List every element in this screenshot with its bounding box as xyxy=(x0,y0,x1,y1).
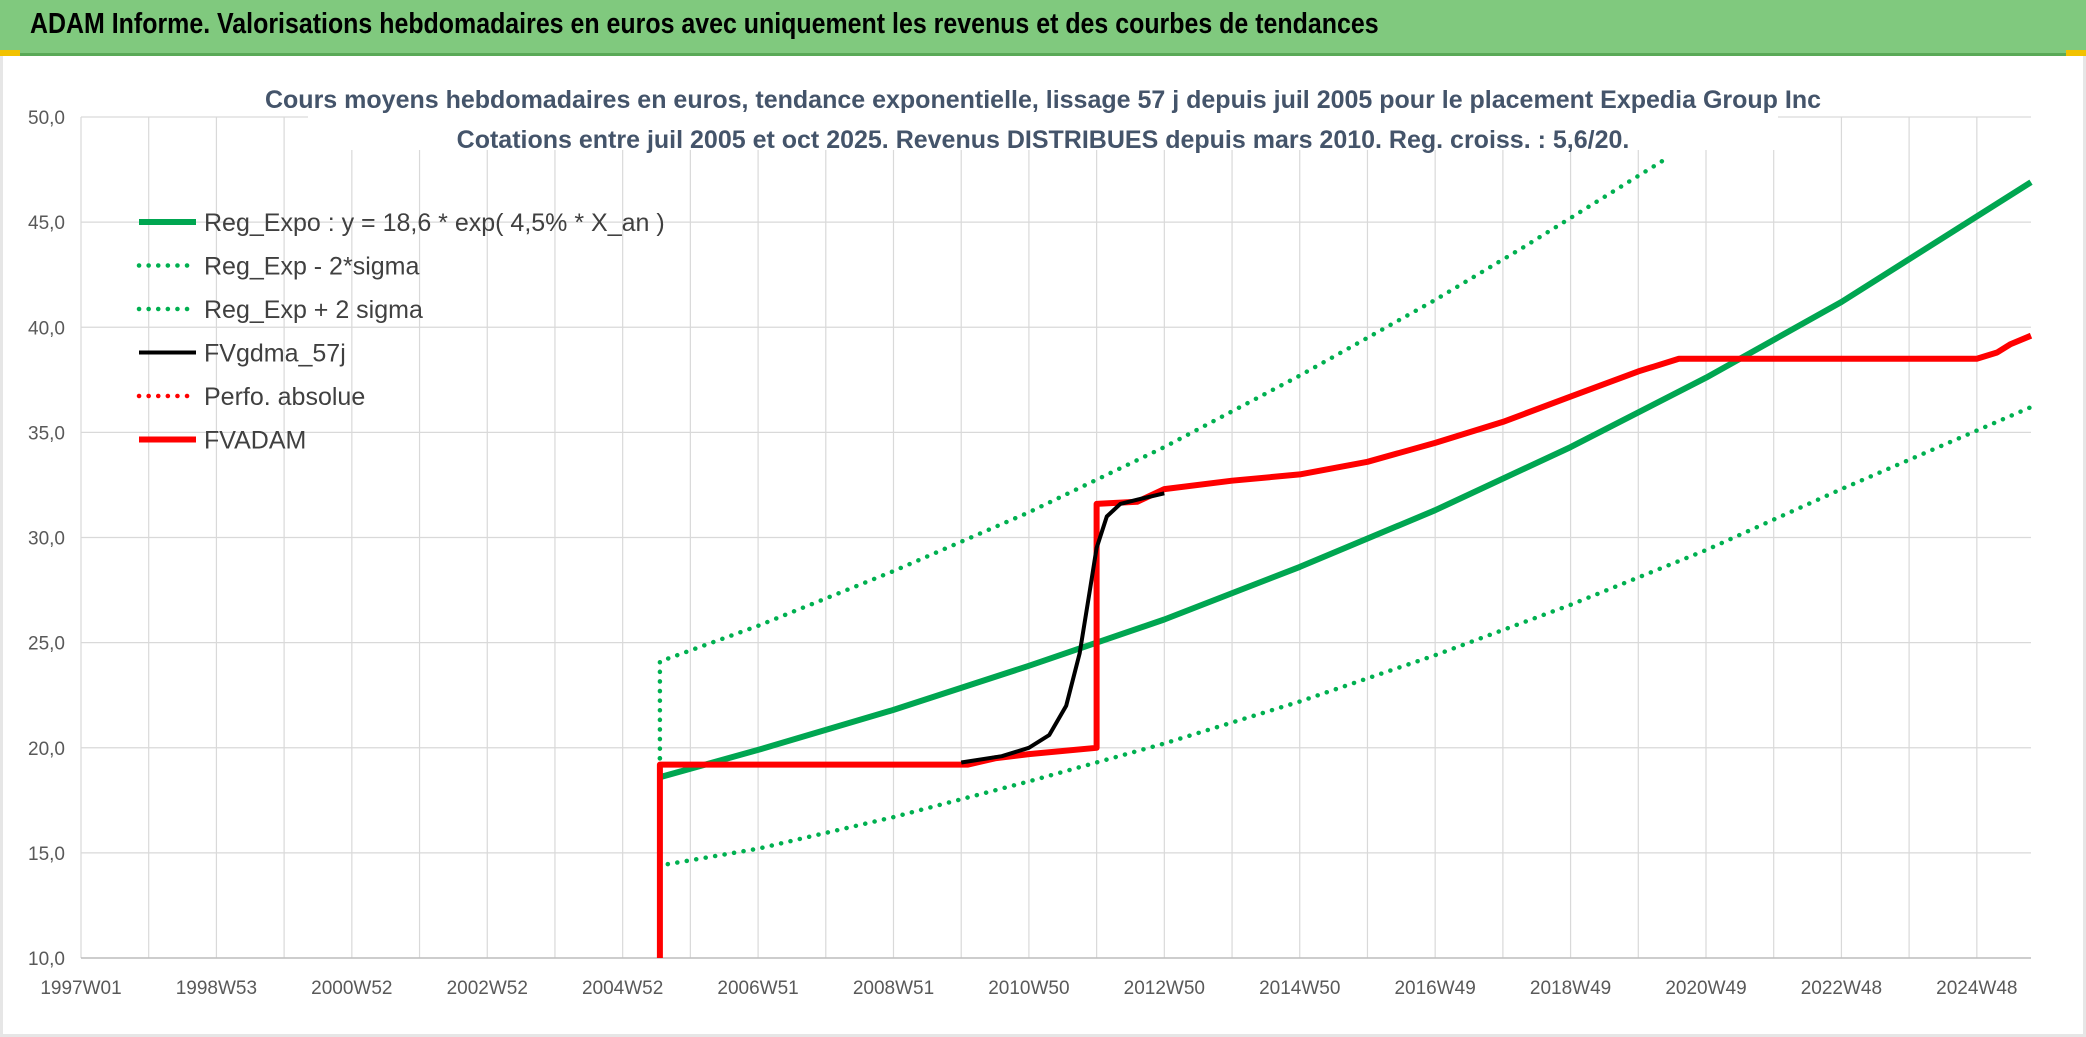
y-tick-label: 35,0 xyxy=(28,423,65,444)
x-tick-label: 2000W52 xyxy=(311,978,392,999)
legend-label: Reg_Exp - 2*sigma xyxy=(204,253,419,281)
x-tick-label: 2002W52 xyxy=(447,978,528,999)
y-tick-label: 10,0 xyxy=(28,949,65,970)
series-line-2 xyxy=(657,156,1668,761)
x-tick-label: 2004W52 xyxy=(582,978,663,999)
x-tick-label: 1997W01 xyxy=(40,978,121,999)
y-tick-label: 25,0 xyxy=(28,634,65,655)
y-tick-label: 15,0 xyxy=(28,844,65,865)
legend-label: FVADAM xyxy=(204,427,306,455)
x-tick-label: 2006W51 xyxy=(717,978,798,999)
series-line-1 xyxy=(657,404,2034,868)
x-tick-label: 2008W51 xyxy=(853,978,934,999)
x-tick-label: 2012W50 xyxy=(1124,978,1205,999)
y-tick-label: 20,0 xyxy=(28,739,65,760)
chart-title-background xyxy=(308,78,1778,150)
x-tick-label: 1998W53 xyxy=(176,978,257,999)
chart-title-line-1: Cours moyens hebdomadaires en euros, ten… xyxy=(265,86,1821,114)
chart-frame: Cours moyens hebdomadaires en euros, ten… xyxy=(0,56,2086,1037)
grid xyxy=(80,116,2031,959)
y-tick-label: 50,0 xyxy=(28,108,65,129)
chart-svg: Cours moyens hebdomadaires en euros, ten… xyxy=(28,78,2034,999)
series-line-3 xyxy=(960,491,1165,765)
series-line-0 xyxy=(659,179,2033,781)
legend-label: Reg_Exp + 2 sigma xyxy=(204,296,423,324)
x-tick-label: 2016W49 xyxy=(1394,978,1475,999)
x-tick-label: 2010W50 xyxy=(988,978,1069,999)
x-tick-label: 2024W48 xyxy=(1936,978,2017,999)
x-tick-label: 2020W49 xyxy=(1665,978,1746,999)
series-line-5 xyxy=(656,332,2033,958)
x-tick-label: 2014W50 xyxy=(1259,978,1340,999)
legend-label: FVgdma_57j xyxy=(204,340,346,368)
chart-title: Cours moyens hebdomadaires en euros, ten… xyxy=(265,78,1821,154)
corner-marker-right xyxy=(2066,50,2086,56)
series-layer xyxy=(656,156,2034,958)
legend: Reg_Expo : y = 18,6 * exp( 4,5% * X_an )… xyxy=(136,209,665,455)
chart-title-line-2: Cotations entre juil 2005 et oct 2025. R… xyxy=(457,126,1630,154)
corner-marker-left xyxy=(0,50,20,56)
legend-label: Reg_Expo : y = 18,6 * exp( 4,5% * X_an ) xyxy=(204,209,665,237)
x-tick-label: 2022W48 xyxy=(1801,978,1882,999)
y-tick-label: 45,0 xyxy=(28,213,65,234)
x-tick-label: 2018W49 xyxy=(1530,978,1611,999)
report-title: ADAM Informe. Valorisations hebdomadaire… xyxy=(30,8,1379,40)
y-tick-label: 40,0 xyxy=(28,318,65,339)
report-banner: ADAM Informe. Valorisations hebdomadaire… xyxy=(0,0,2086,56)
legend-label: Perfo. absolue xyxy=(204,383,365,411)
axis-labels: 10,0 15,0 20,0 25,0 30,0 35,0 40,0 45,0 50,0 1997… xyxy=(28,108,2017,999)
y-tick-label: 30,0 xyxy=(28,529,65,550)
